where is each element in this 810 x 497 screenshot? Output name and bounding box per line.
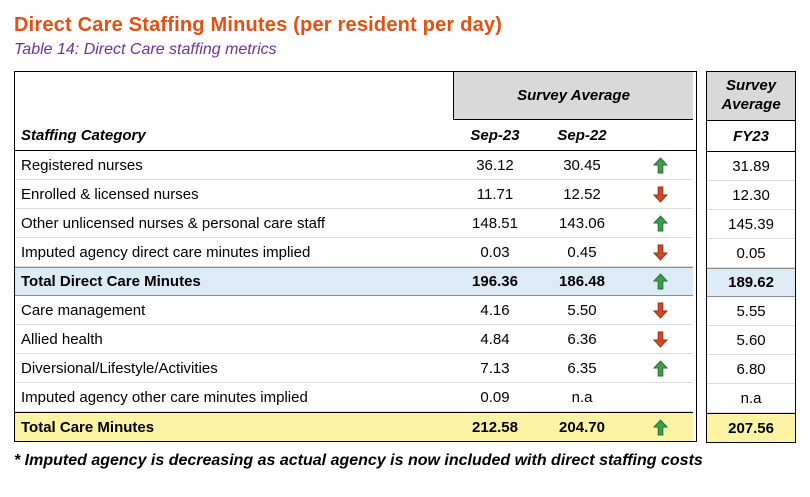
sep23-value: 0.03 xyxy=(453,238,537,267)
category-cell: Registered nurses xyxy=(15,151,453,180)
survey-label-line2: Average xyxy=(721,96,781,113)
sep22-value: 0.45 xyxy=(537,238,627,267)
sep22-column-header: Sep-22 xyxy=(557,126,607,144)
category-cell: Diversional/Lifestyle/Activities xyxy=(15,354,453,383)
sep23-value: 4.84 xyxy=(453,325,537,354)
trend-column-header xyxy=(627,120,693,150)
trend-arrow-icon xyxy=(627,383,693,412)
fy23-table: Survey Average FY23 31.89 12.30 145.39 0… xyxy=(706,71,796,443)
table-row: Care management 4.16 5.50 xyxy=(15,296,696,325)
report-page: Direct Care Staffing Minutes (per reside… xyxy=(14,14,796,469)
table-caption: Table 14: Direct Care staffing metrics xyxy=(14,41,277,58)
header-spacer xyxy=(15,72,453,120)
sep22-value: 204.70 xyxy=(537,412,627,441)
trend-arrow-icon xyxy=(627,267,693,296)
category-cell: Imputed agency direct care minutes impli… xyxy=(15,238,453,267)
sep22-value: 30.45 xyxy=(537,151,627,180)
survey-table: Survey Average Staffing Category Sep-23 … xyxy=(14,71,698,442)
trend-arrow-icon xyxy=(627,180,693,209)
trend-arrow-icon xyxy=(627,296,693,325)
fy23-value: 31.89 xyxy=(707,152,795,181)
sep23-value: 7.13 xyxy=(453,354,537,383)
sep22-value: 143.06 xyxy=(537,209,627,238)
trend-arrow-icon xyxy=(627,151,693,180)
survey-label-line1: Survey xyxy=(726,77,777,95)
fy23-value: 0.05 xyxy=(707,239,795,268)
sep23-column-header: Sep-23 xyxy=(470,126,520,144)
sep22-value: 12.52 xyxy=(537,180,627,209)
sep22-value: 5.50 xyxy=(537,296,627,325)
category-cell: Total Direct Care Minutes xyxy=(15,267,453,296)
table-row: Registered nurses 36.12 30.45 xyxy=(15,151,696,180)
sep23-value: 36.12 xyxy=(453,151,537,180)
trend-arrow-icon xyxy=(627,325,693,354)
page-title: Direct Care Staffing Minutes (per reside… xyxy=(14,14,503,36)
fy23-column-header: FY23 xyxy=(707,121,795,152)
fy23-value: 5.60 xyxy=(707,326,795,355)
sep22-value: 6.36 xyxy=(537,325,627,354)
survey-average-header-zone: Survey Average xyxy=(15,72,696,120)
fy23-value: 5.55 xyxy=(707,297,795,326)
fy23-value: 12.30 xyxy=(707,181,795,210)
table-row: Allied health 4.84 6.36 xyxy=(15,325,696,354)
fy23-survey-average-header: Survey Average xyxy=(707,72,795,121)
column-header-row: Staffing Category Sep-23 Sep-22 xyxy=(15,120,697,151)
category-cell: Total Care Minutes xyxy=(15,412,453,441)
sep22-value: n.a xyxy=(537,383,627,412)
fy23-total-direct-care-value: 189.62 xyxy=(707,268,795,297)
category-cell: Imputed agency other care minutes implie… xyxy=(15,383,453,412)
footnote: * Imputed agency is decreasing as actual… xyxy=(14,452,703,469)
total-direct-care-row: Total Direct Care Minutes 196.36 186.48 xyxy=(15,267,696,296)
total-care-row: Total Care Minutes 212.58 204.70 xyxy=(15,412,696,441)
sep23-value: 196.36 xyxy=(453,267,537,296)
sep23-value: 0.09 xyxy=(453,383,537,412)
fy23-value: 145.39 xyxy=(707,210,795,239)
fy23-value: n.a xyxy=(707,384,795,413)
trend-arrow-icon xyxy=(627,412,693,441)
fy23-total-care-value: 207.56 xyxy=(707,413,795,442)
category-cell: Care management xyxy=(15,296,453,325)
category-column-header: Staffing Category xyxy=(21,126,146,144)
table-row: Enrolled & licensed nurses 11.71 12.52 xyxy=(15,180,696,209)
sep23-value: 212.58 xyxy=(453,412,537,441)
table-row: Imputed agency direct care minutes impli… xyxy=(15,238,696,267)
table-row: Imputed agency other care minutes implie… xyxy=(15,383,696,412)
category-cell: Enrolled & licensed nurses xyxy=(15,180,453,209)
sep22-value: 6.35 xyxy=(537,354,627,383)
staffing-table: Survey Average Staffing Category Sep-23 … xyxy=(14,71,796,443)
trend-arrow-icon xyxy=(627,238,693,267)
sep23-value: 11.71 xyxy=(453,180,537,209)
table-row: Other unlicensed nurses & personal care … xyxy=(15,209,696,238)
trend-arrow-icon xyxy=(627,209,693,238)
sep22-value: 186.48 xyxy=(537,267,627,296)
sep23-value: 148.51 xyxy=(453,209,537,238)
trend-arrow-icon xyxy=(627,354,693,383)
fy23-value: 6.80 xyxy=(707,355,795,384)
category-cell: Allied health xyxy=(15,325,453,354)
table-row: Diversional/Lifestyle/Activities 7.13 6.… xyxy=(15,354,696,383)
survey-average-header: Survey Average xyxy=(453,72,693,120)
sep23-value: 4.16 xyxy=(453,296,537,325)
category-cell: Other unlicensed nurses & personal care … xyxy=(15,209,453,238)
